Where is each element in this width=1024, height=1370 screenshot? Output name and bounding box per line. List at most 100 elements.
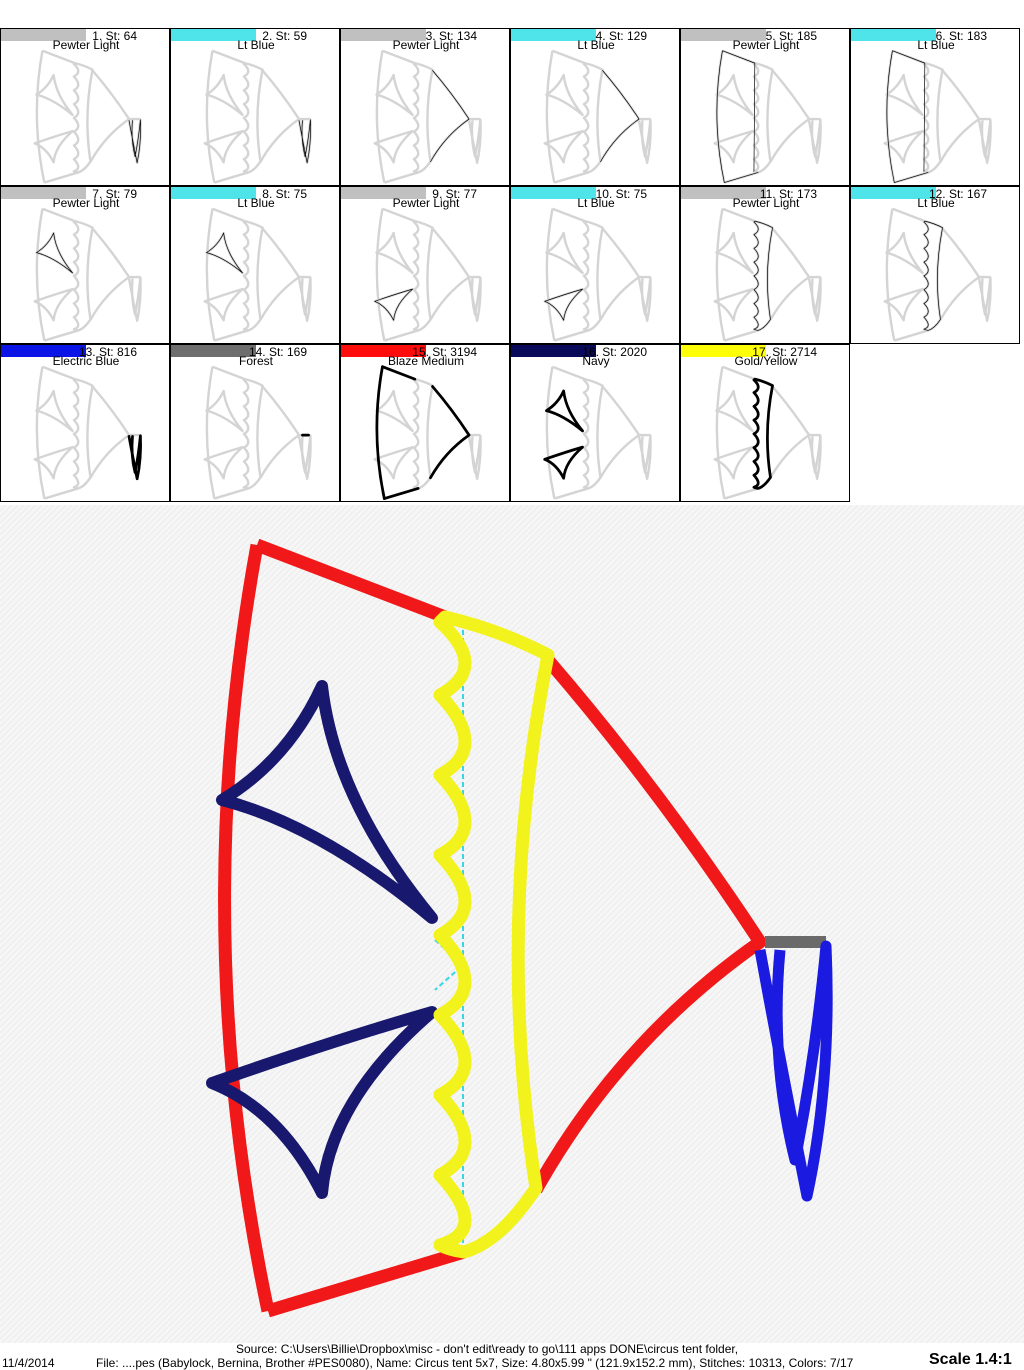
thread-color-swatch — [511, 345, 596, 357]
thumbnail-drawing — [713, 207, 822, 342]
color-block-cell: 10. St: 75 Lt Blue — [510, 186, 680, 344]
color-block-cell: 6. St: 183 Lt Blue — [850, 28, 1020, 186]
print-date: 11/4/2014 — [2, 1356, 55, 1370]
thumbnail-drawing — [33, 365, 142, 500]
thread-name-label: Electric Blue — [52, 354, 120, 368]
stitch-count-label: 10. St: 75 — [595, 187, 647, 201]
footer: Source: C:\Users\Billie\Dropbox\misc - d… — [0, 1341, 1024, 1370]
tent-scallop-band — [433, 610, 555, 1259]
thumbnail-drawing — [203, 49, 312, 184]
thumbnail-drawing — [373, 49, 482, 184]
thread-name-label: Lt Blue — [237, 196, 275, 210]
thread-name-label: Forest — [238, 354, 273, 368]
thread-color-swatch — [681, 345, 766, 357]
thumbnail-drawing — [713, 49, 822, 184]
thread-color-swatch — [171, 29, 256, 41]
stitch-count-label: 13. St: 816 — [78, 345, 137, 359]
color-sequence-grid: 1. St: 64 Pewter Light 2. St: 59 Lt Blue 3. … — [0, 28, 1024, 502]
stitch-count-label: 2. St: 59 — [262, 29, 307, 43]
color-block-cell: 15. St: 3194 Blaze Medium — [340, 344, 510, 502]
color-block-cell: 5. St: 185 Pewter Light — [680, 28, 850, 186]
thread-name-label: Pewter Light — [732, 38, 800, 52]
file-info: File: ....pes (Babylock, Bernina, Brothe… — [96, 1356, 854, 1370]
design-preview — [0, 505, 1024, 1343]
stitch-count-label: 14. St: 169 — [248, 345, 307, 359]
thread-color-swatch — [681, 29, 766, 41]
color-block-cell: 3. St: 134 Pewter Light — [340, 28, 510, 186]
tent-triangle-upper — [216, 680, 438, 924]
thread-color-swatch — [681, 187, 766, 199]
thread-name-label: Lt Blue — [577, 38, 615, 52]
color-block-cell: 9. St: 77 Pewter Light — [340, 186, 510, 344]
stitch-count-label: 15. St: 3194 — [412, 345, 477, 359]
thread-name-label: Lt Blue — [577, 196, 615, 210]
source-path: Source: C:\Users\Billie\Dropbox\misc - d… — [236, 1342, 739, 1356]
thread-color-swatch — [511, 187, 596, 199]
thread-color-swatch — [341, 187, 426, 199]
thumbnail-drawing — [543, 207, 652, 342]
thread-name-label: Pewter Light — [732, 196, 800, 210]
thread-name-label: Navy — [582, 354, 610, 368]
thread-color-swatch — [1, 345, 86, 357]
stitch-count-label: 6. St: 183 — [935, 29, 987, 43]
thread-name-label: Pewter Light — [52, 196, 120, 210]
color-block-cell: 12. St: 167 Lt Blue — [850, 186, 1020, 344]
color-block-cell: 1. St: 64 Pewter Light — [0, 28, 170, 186]
thumbnail-drawing — [883, 207, 992, 342]
thread-name-label: Pewter Light — [392, 38, 460, 52]
thread-name-label: Lt Blue — [917, 196, 955, 210]
tent-flag — [754, 940, 833, 1202]
tent-bottom-edge — [266, 1245, 466, 1318]
thumbnail-drawing — [373, 207, 482, 342]
stitch-count-label: 4. St: 129 — [595, 29, 647, 43]
stitch-count-label: 8. St: 75 — [262, 187, 307, 201]
thread-color-swatch — [171, 345, 256, 357]
color-block-cell: 16. St: 2020 Navy — [510, 344, 680, 502]
thread-name-label: Gold/Yellow — [734, 354, 798, 368]
thumbnail-drawing — [543, 365, 652, 500]
color-block-cell: 8. St: 75 Lt Blue — [170, 186, 340, 344]
stitch-count-label: 1. St: 64 — [92, 29, 137, 43]
stitch-count-label: 7. St: 79 — [92, 187, 137, 201]
tent-triangle-lower — [206, 1006, 438, 1199]
thread-name-label: Pewter Light — [392, 196, 460, 210]
color-block-cell: 17. St: 2714 Gold/Yellow — [680, 344, 850, 502]
color-block-cell: 4. St: 129 Lt Blue — [510, 28, 680, 186]
thumbnail-drawing — [543, 49, 652, 184]
tent-left-edge — [218, 543, 275, 1313]
thumbnail-drawing — [203, 365, 312, 500]
color-block-cell: 13. St: 816 Electric Blue — [0, 344, 170, 502]
thread-color-swatch — [341, 29, 426, 41]
thread-name-label: Blaze Medium — [387, 354, 465, 368]
thread-color-swatch — [1, 187, 86, 199]
color-block-cell: 11. St: 173 Pewter Light — [680, 186, 850, 344]
thumbnail-drawing — [203, 207, 312, 342]
thread-name-label: Pewter Light — [52, 38, 120, 52]
color-block-cell: 14. St: 169 Forest — [170, 344, 340, 502]
stitch-count-label: 12. St: 167 — [928, 187, 987, 201]
thread-color-swatch — [341, 345, 426, 357]
thumbnail-drawing — [373, 365, 482, 500]
thread-color-swatch — [1, 29, 86, 41]
thumbnail-drawing — [883, 49, 992, 184]
stitch-count-label: 17. St: 2714 — [752, 345, 817, 359]
stitch-count-label: 9. St: 77 — [432, 187, 477, 201]
thread-color-swatch — [171, 187, 256, 199]
thumbnail-drawing — [713, 365, 822, 500]
stitch-count-label: 3. St: 134 — [425, 29, 477, 43]
thumbnail-drawing — [33, 49, 142, 184]
tent-right-edge — [530, 655, 767, 1194]
color-block-cell: 7. St: 79 Pewter Light — [0, 186, 170, 344]
thumbnail-drawing — [33, 207, 142, 342]
thread-color-swatch — [851, 187, 936, 199]
tent-top-edge — [254, 538, 448, 624]
color-block-cell: 2. St: 59 Lt Blue — [170, 28, 340, 186]
circus-tent-design — [0, 505, 1024, 1343]
thread-name-label: Lt Blue — [237, 38, 275, 52]
stitch-count-label: 5. St: 185 — [765, 29, 817, 43]
thread-color-swatch — [851, 29, 936, 41]
scale-label: Scale 1.4:1 — [929, 1351, 1012, 1368]
stitch-count-label: 16. St: 2020 — [582, 345, 647, 359]
thread-name-label: Lt Blue — [917, 38, 955, 52]
thread-color-swatch — [511, 29, 596, 41]
